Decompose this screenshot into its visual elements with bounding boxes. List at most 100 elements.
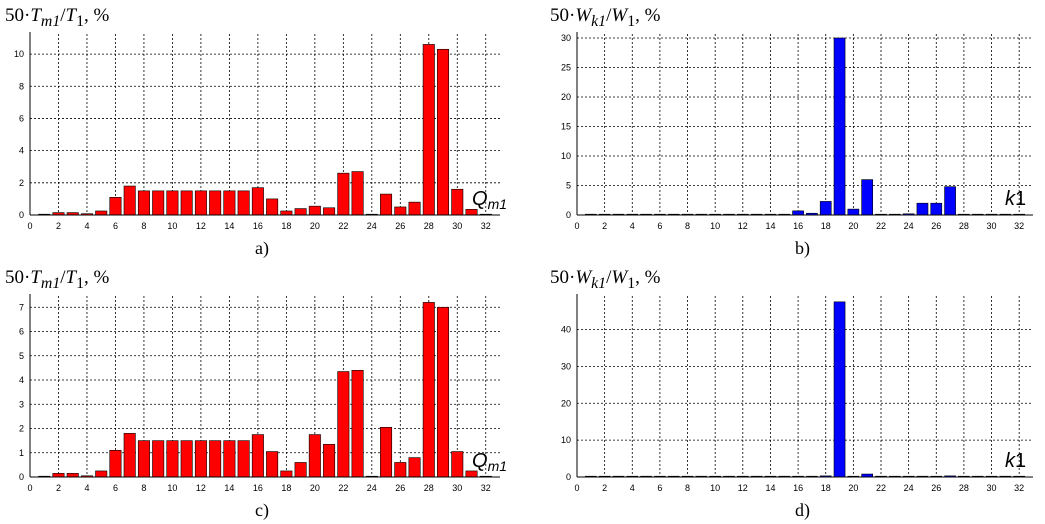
bar <box>408 201 421 216</box>
bar <box>323 207 336 216</box>
x-tick-label: 28 <box>424 483 434 493</box>
panel-d: 50·Wk1/W1, % 0 2 4 6 8 10 12 14 16 18 20 22 24 26 28 30… <box>545 262 1045 524</box>
bar <box>380 426 393 478</box>
y-tick-label: 2 <box>19 178 24 188</box>
x-tick-label: 4 <box>84 483 89 493</box>
x-tick-label: 10 <box>167 221 177 231</box>
x-tick-label: 0 <box>574 221 579 231</box>
x-tick-label: 10 <box>167 483 177 493</box>
bar <box>861 179 874 216</box>
panel-b: 50·Wk1/W1, % 0 2 4 6 8 10 12 14 16 18 20 22 24 26 28 30… <box>545 0 1045 262</box>
y-tick-label: 2 <box>19 424 24 434</box>
panel-caption: b) <box>795 238 810 258</box>
y-tick-label: 10 <box>561 151 571 161</box>
bar <box>337 371 350 478</box>
bar <box>337 172 350 216</box>
x-tick-label: 0 <box>27 483 32 493</box>
y-tick-label: 30 <box>561 361 571 371</box>
y-tick-label: 6 <box>19 327 24 337</box>
bar <box>209 440 222 478</box>
x-tick-label: 8 <box>141 483 146 493</box>
x-tick-label: 14 <box>224 221 234 231</box>
bar <box>137 190 150 216</box>
x-tick-label: 14 <box>765 483 775 493</box>
x-tick-label: 20 <box>310 483 320 493</box>
bar <box>180 190 193 216</box>
y-tick-label: 8 <box>19 81 24 91</box>
y-axis-label: 50·Tm1/T1, % <box>5 267 110 292</box>
bar <box>266 451 279 478</box>
bar <box>819 201 832 216</box>
x-tick-label: 32 <box>481 483 491 493</box>
y-tick-label: 5 <box>19 351 24 361</box>
panel-caption: a) <box>255 238 269 258</box>
bar <box>123 185 136 216</box>
y-axis-label: 50·Wk1/W1, % <box>550 267 661 292</box>
x-tick-label: 12 <box>196 483 206 493</box>
bar <box>194 190 207 216</box>
x-tick-label: 30 <box>452 221 462 231</box>
bar <box>166 440 179 478</box>
x-tick-label: 20 <box>848 221 858 231</box>
y-tick-label: 1 <box>19 448 24 458</box>
bar <box>223 440 236 478</box>
bar-chart-b: 0 2 4 6 8 10 12 14 16 18 20 22 24 26 28 30 3205101520253… <box>561 32 1033 231</box>
x-tick-label: 2 <box>602 221 607 231</box>
bar <box>408 457 421 478</box>
bar <box>323 443 336 478</box>
bar <box>394 206 407 216</box>
bar <box>294 208 307 216</box>
x-tick-label: 30 <box>987 221 997 231</box>
bar <box>451 188 464 216</box>
bar <box>833 301 846 478</box>
x-tick-label: 32 <box>1014 221 1024 231</box>
bar <box>833 37 846 216</box>
x-tick-label: 24 <box>904 483 914 493</box>
panel-c: 50·Tm1/T1, % 0 2 4 6 8 10 12 14 16 18 20 22 24 26 28 30… <box>0 262 520 524</box>
x-tick-label: 18 <box>821 483 831 493</box>
y-tick-label: 15 <box>561 122 571 132</box>
y-tick-label: 0 <box>566 210 571 220</box>
x-tick-label: 32 <box>481 221 491 231</box>
x-tick-label: 18 <box>281 483 291 493</box>
x-tick-label: 28 <box>959 483 969 493</box>
x-tick-label: 28 <box>424 221 434 231</box>
x-tick-label: 20 <box>310 221 320 231</box>
bar <box>930 202 943 216</box>
x-tick-label: 10 <box>710 483 720 493</box>
x-tick-label: 0 <box>27 221 32 231</box>
x-tick-label: 4 <box>630 221 635 231</box>
bar <box>308 434 321 478</box>
bar <box>209 190 222 216</box>
bar <box>437 48 450 216</box>
y-tick-label: 3 <box>19 399 24 409</box>
bar <box>465 209 478 216</box>
x-tick-label: 6 <box>657 221 662 231</box>
x-tick-label: 2 <box>602 483 607 493</box>
x-tick-label: 22 <box>338 483 348 493</box>
panel-a: 50·Tm1/T1, % 0 2 4 6 8 10 12 14 16 18 20 22 24 26 28 30… <box>0 0 520 262</box>
bar <box>916 202 929 216</box>
bar <box>95 210 108 216</box>
bar <box>251 434 264 478</box>
bar <box>152 440 165 478</box>
x-tick-label: 16 <box>253 221 263 231</box>
x-tick-label: 6 <box>113 483 118 493</box>
x-tick-label: 30 <box>452 483 462 493</box>
x-tick-label: 10 <box>710 221 720 231</box>
x-tick-label: 26 <box>931 483 941 493</box>
x-tick-label: 6 <box>657 483 662 493</box>
x-tick-label: 8 <box>685 221 690 231</box>
x-tick-label: 6 <box>113 221 118 231</box>
y-tick-label: 10 <box>561 435 571 445</box>
bar <box>251 187 264 216</box>
y-tick-label: 20 <box>561 92 571 102</box>
bar <box>223 190 236 216</box>
bar <box>266 198 279 216</box>
x-tick-label: 24 <box>367 221 377 231</box>
panel-caption: d) <box>795 500 810 520</box>
bar <box>280 470 293 478</box>
panel-caption: c) <box>255 500 269 520</box>
y-tick-label: 0 <box>566 472 571 482</box>
bar <box>351 171 364 216</box>
